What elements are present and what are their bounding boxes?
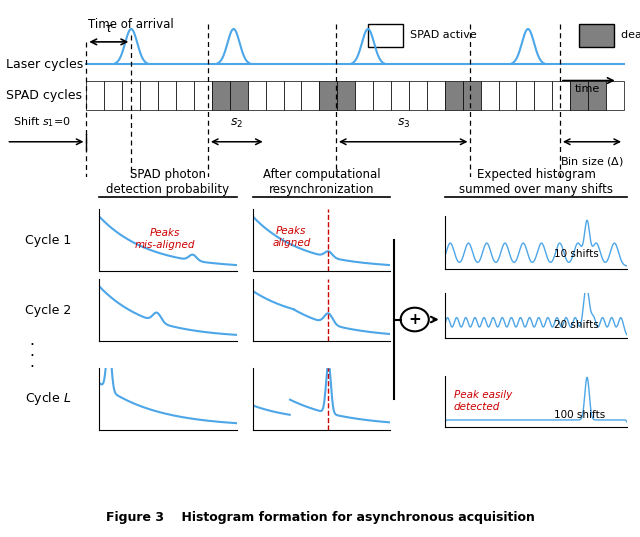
Bar [445,81,463,110]
Bar [409,81,427,110]
Bar [212,81,230,110]
Bar [301,81,319,110]
Text: 20 shifts: 20 shifts [554,320,599,330]
Text: 10 shifts: 10 shifts [554,249,599,259]
Bar [140,81,158,110]
Text: .: . [29,355,35,370]
Bar [355,81,373,110]
Bar [158,81,176,110]
Text: SPAD cycles: SPAD cycles [6,89,83,101]
Bar [570,81,588,110]
Bar [534,81,552,110]
Bar [194,81,212,110]
Text: Cycle 1: Cycle 1 [25,234,71,247]
Text: $s_2$: $s_2$ [230,117,243,130]
Text: 100 shifts: 100 shifts [554,410,605,420]
Text: Bin size ($\Delta$): Bin size ($\Delta$) [560,155,624,168]
Bar [230,81,248,110]
Bar [368,24,403,47]
Bar [284,81,301,110]
Bar [427,81,445,110]
Text: Cycle 2: Cycle 2 [25,303,71,317]
Text: Laser cycles: Laser cycles [6,58,84,71]
Bar [499,81,516,110]
Text: Peaks
mis-aligned: Peaks mis-aligned [135,228,195,250]
Bar [104,81,122,110]
Text: time: time [575,84,600,94]
Bar [481,81,499,110]
Text: $\tau$: $\tau$ [104,22,113,35]
Bar [122,81,140,110]
Text: .: . [29,344,35,359]
Bar [588,81,606,110]
Text: SPAD photon
detection probability: SPAD photon detection probability [106,168,230,196]
Text: .: . [29,333,35,349]
Text: dead time: dead time [621,31,640,40]
Text: +: + [408,312,421,327]
Bar [552,81,570,110]
Bar [176,81,194,110]
Bar [266,81,284,110]
Bar [516,81,534,110]
Bar [391,81,409,110]
Bar [463,81,481,110]
Bar [606,81,624,110]
Bar [319,81,337,110]
Text: Expected histogram
summed over many shifts: Expected histogram summed over many shif… [459,168,613,196]
Bar [373,81,391,110]
Text: Shift $s_1$=0: Shift $s_1$=0 [13,115,70,129]
Text: time: time [156,282,180,292]
Text: Cycle $L$: Cycle $L$ [25,390,71,407]
Text: Peaks
aligned: Peaks aligned [272,227,310,248]
Text: $s_3$: $s_3$ [397,117,410,130]
Bar [248,81,266,110]
Text: Peak easily
detected: Peak easily detected [454,390,512,412]
Bar [579,24,614,47]
Text: After computational
resynchronization: After computational resynchronization [263,168,380,196]
Bar [86,81,104,110]
Text: SPAD active: SPAD active [410,31,476,40]
Bar [337,81,355,110]
Text: Time of arrival: Time of arrival [88,18,174,31]
Text: Figure 3    Histogram formation for asynchronous acquisition: Figure 3 Histogram formation for asynchr… [106,511,534,524]
